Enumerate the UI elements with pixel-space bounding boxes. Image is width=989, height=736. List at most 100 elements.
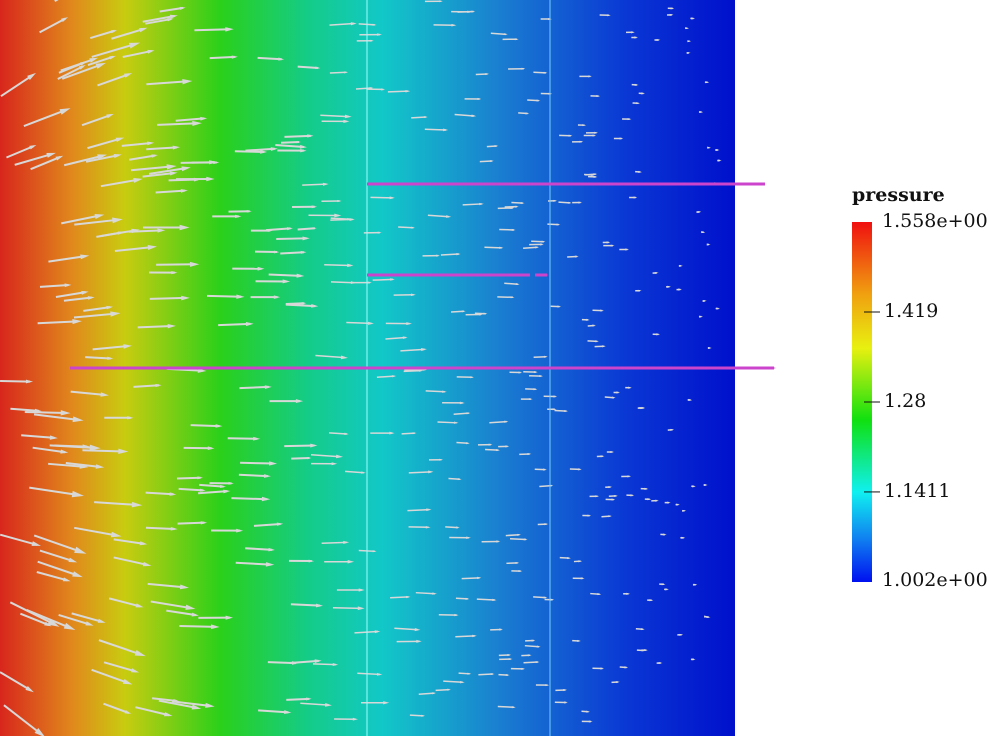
arrow-head [89,444,101,451]
arrow-shaft [158,699,198,709]
arrow-head [295,399,304,404]
arrow-head [524,273,529,277]
arrow-head [691,17,696,20]
arrow-shaft [329,71,347,74]
arrow-head [666,501,671,504]
arrow-head [27,72,37,80]
arrow-head [267,229,273,232]
arrow-head [600,667,605,670]
arrow-head [81,290,89,295]
arrow-head [525,112,530,115]
colorbar-tick-label: 1.419 [884,300,938,322]
arrow-head [270,147,278,151]
arrow-head [71,490,84,498]
arrow-head [451,366,456,370]
arrow-head [553,395,558,398]
arrow-head [496,540,501,543]
arrow-head [699,315,703,318]
arrow-head [619,137,624,140]
arrow-head [46,152,56,158]
arrow-head [470,376,474,379]
arrow-head [457,478,462,481]
arrow-head [515,561,520,565]
arrow-head [195,366,200,370]
arrow-head [416,639,422,643]
arrow-head [532,182,537,186]
arrow-shaft [146,146,177,151]
arrow-head [533,388,538,391]
arrow-head [544,523,549,526]
arrow-head [383,701,390,705]
arrow-shaft [39,284,69,288]
arrow-shaft [462,203,482,206]
arrow-head [220,484,226,488]
arrow-head [586,710,590,713]
arrow-head [578,201,583,204]
arrow-head [210,624,220,630]
arrow-head [261,496,271,502]
arrow-shaft [6,145,35,159]
arrow-head [531,639,536,642]
arrow-head [316,603,323,608]
arrow-head [679,264,683,267]
arrow-shaft [461,577,480,580]
arrow-head [484,273,489,277]
arrow-head [444,273,449,277]
arrow-shaft [276,237,307,240]
arrow-head [80,254,90,260]
arrow-head [372,550,377,553]
arrow-head [640,628,645,631]
arrow-head [167,18,174,22]
arrow-head [74,546,87,554]
arrow-head [62,577,71,582]
arrow-head [268,547,275,552]
arrow-head [662,533,667,536]
arrow-head [579,140,584,143]
arrow-shaft [478,673,493,676]
arrow-head [209,160,217,165]
arrow-head [308,559,315,563]
arrow-head [511,228,516,231]
arrow-head [701,231,706,234]
arrow-head [503,33,508,36]
arrow-head [123,344,132,349]
arrow-head [197,476,203,480]
arrow-shaft [330,218,353,221]
arrow-head [539,375,543,378]
arrow-head [699,110,704,114]
arrow-head [707,146,711,149]
arrow-head [592,134,597,137]
arrow-head [499,246,504,249]
arrow-shaft [427,214,450,218]
arrow-head [717,159,722,162]
arrow-head [477,576,482,580]
arrow-shaft [33,413,80,421]
arrow-head [628,386,632,389]
arrow-head [494,145,499,148]
arrow-head [291,366,296,370]
arrow-shaft [238,473,269,478]
arrow-head [231,55,238,59]
arrow-head [331,462,338,466]
arrow-head [246,209,252,213]
arrow-shaft [240,461,274,465]
arrow-shaft [94,501,138,507]
arrow-head [600,455,605,458]
arrow-head [215,424,223,428]
arrow-head [278,57,285,61]
arrow-shaft [85,356,111,360]
arrow-head [340,355,348,360]
arrow-head [665,588,669,591]
arrow-head [307,134,314,138]
arrow-shaft [476,598,495,601]
arrow-shaft [245,547,273,551]
arrow-head [543,596,548,599]
arrow-shaft [332,606,362,610]
arrow-head [389,431,395,435]
arrow-head [257,266,265,271]
arrow-head [376,672,383,676]
arrow-head [521,667,526,670]
arrow-head [535,246,540,249]
arrow-head [269,461,278,466]
